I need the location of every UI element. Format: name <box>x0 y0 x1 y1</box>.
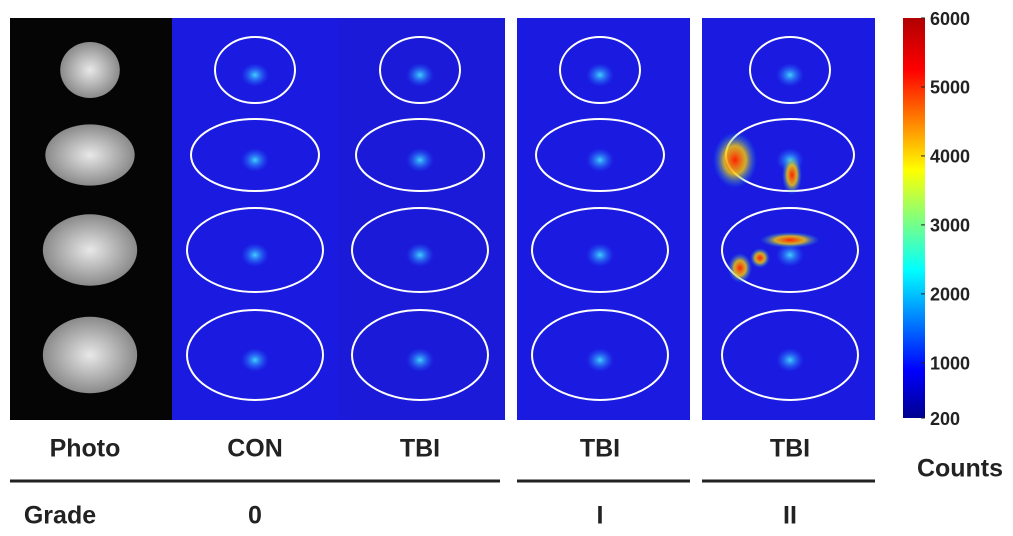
grade: 0 <box>248 502 262 530</box>
glow <box>406 63 434 87</box>
colorbar-tick-label: 5000 <box>930 78 970 98</box>
column-label: TBI <box>400 435 440 463</box>
colorbar-tick-label: 2000 <box>930 285 970 305</box>
glow <box>241 148 269 172</box>
hotspot <box>750 248 770 268</box>
glow <box>241 348 269 372</box>
hotspot <box>728 253 752 283</box>
brain-photo <box>43 214 137 285</box>
brain-photo <box>43 317 137 394</box>
glow <box>241 243 269 267</box>
column-label: Photo <box>50 435 121 463</box>
glow <box>406 243 434 267</box>
glow <box>586 243 614 267</box>
glow <box>586 148 614 172</box>
grade: II <box>783 502 797 530</box>
glow <box>586 348 614 372</box>
column-label: CON <box>227 435 283 463</box>
glow <box>776 348 804 372</box>
grade-label: Grade <box>24 502 96 530</box>
colorbar-tick-label: 1000 <box>930 354 970 374</box>
column-label: TBI <box>770 435 810 463</box>
glow <box>776 63 804 87</box>
column-label: TBI <box>580 435 620 463</box>
hotspot <box>782 155 802 195</box>
glow <box>586 63 614 87</box>
glow <box>241 63 269 87</box>
hotspot <box>713 132 757 188</box>
colorbar-title: Counts <box>917 455 1003 483</box>
glow <box>406 148 434 172</box>
colorbar-tick-label: 200 <box>930 409 960 429</box>
brain-photo <box>45 124 134 185</box>
colorbar <box>903 18 925 418</box>
colorbar-tick-label: 3000 <box>930 216 970 236</box>
brain-photo <box>60 42 120 98</box>
hotspot <box>760 232 820 248</box>
colorbar-tick-label: 4000 <box>930 147 970 167</box>
figure: Counts Grade 0 I II Photo CON TBI TBI TBI 200… <box>0 0 1013 531</box>
grade: I <box>597 502 604 530</box>
colorbar-tick-label: 6000 <box>930 9 970 29</box>
glow <box>406 348 434 372</box>
